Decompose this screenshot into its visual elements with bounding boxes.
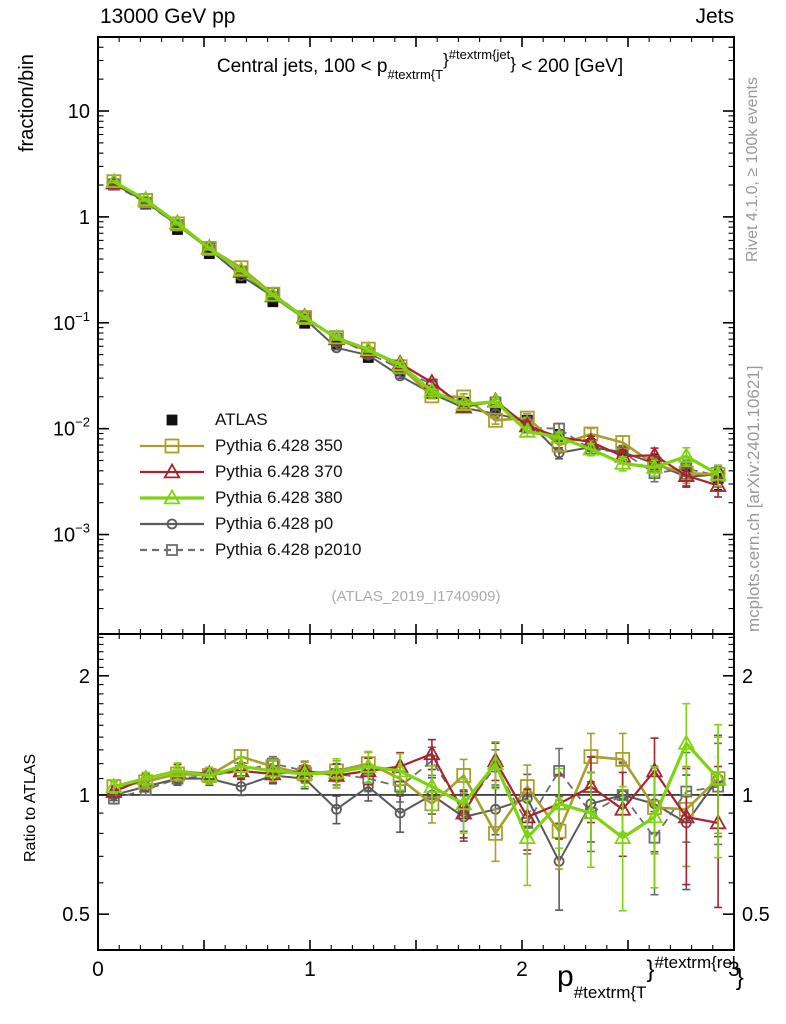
x-tick-label: 0 xyxy=(92,958,104,981)
legend-item-pythia-6-428-p2010: Pythia 6.428 p2010 xyxy=(139,537,362,563)
top-y-axis-title: fraction/bin xyxy=(16,54,38,152)
panel-title: Central jets, 100 < p#textrm{T}#textrm{j… xyxy=(216,47,624,82)
legend-item-label: Pythia 6.428 380 xyxy=(215,488,343,507)
top-y-tick-label: 10 xyxy=(68,101,90,123)
analysis-group-label: Jets xyxy=(695,5,734,28)
main-panel-series xyxy=(105,172,727,498)
legend-item-label: Pythia 6.428 350 xyxy=(215,436,343,455)
ratio-y-tick-label-left: 0.5 xyxy=(62,904,90,926)
mcplots-arxiv-note: mcplots.cern.ch [arXiv:2401.10621] xyxy=(744,365,763,632)
top-y-tick-label: 1 xyxy=(79,207,90,229)
legend-marker-icon xyxy=(140,438,204,454)
legend-item-label: Pythia 6.428 p0 xyxy=(215,514,334,533)
x-title-sub: #textrm{T xyxy=(573,983,647,1002)
series-pythia-6-428-380 xyxy=(105,702,727,912)
series-pythia-6-428-380 xyxy=(105,172,727,487)
analysis-id-watermark: (ATLAS_2019_I1740909) xyxy=(331,588,501,605)
legend-item-pythia-6-428-370: Pythia 6.428 370 xyxy=(139,459,362,485)
ratio-panel-series xyxy=(98,702,734,912)
x-tick-label: 3 xyxy=(728,958,740,981)
ratio-y-tick-label-right: 0.5 xyxy=(742,904,770,926)
beam-energy-label: 13000 GeV pp xyxy=(100,5,236,28)
x-title-sup: #textrm{rel xyxy=(654,953,736,972)
panel-title-prefix: Central jets, 100 < p xyxy=(216,56,388,77)
x-axis-title: p#textrm{T}#textrm{rel} xyxy=(557,953,744,1002)
axis-ticks xyxy=(97,37,735,950)
series-pythia-6-428-p0 xyxy=(108,734,724,911)
rivet-version-note: Rivet 4.1.0, ≥ 100k events xyxy=(744,77,761,262)
x-title-brace2: } xyxy=(735,964,744,991)
legend-marker-icon xyxy=(140,544,204,556)
ratio-y-tick-label-right: 2 xyxy=(742,666,753,688)
legend-item-label: ATLAS xyxy=(215,410,268,429)
top-y-tick-label: 10−1 xyxy=(53,309,90,335)
legend: ATLAS Pythia 6.428 350 Pythia 6.428 370 Pyt… xyxy=(139,407,362,563)
panel-title-suffix: < 200 [GeV] xyxy=(515,56,624,77)
ratio-y-tick-label-right: 1 xyxy=(742,785,753,807)
axis-tick-labels: 10 1 10−1 10−2 10−3 2 2 1 1 0.5 0.5 0 1 2 3 xyxy=(53,101,770,981)
ratio-y-axis-title: Ratio to ATLAS xyxy=(22,753,39,862)
panel-title-sub: #textrm{T xyxy=(387,67,444,82)
panel-title-brace1: } xyxy=(443,50,449,69)
series-pythia-6-428-p2010 xyxy=(108,742,724,896)
legend-item-atlas: ATLAS xyxy=(139,407,362,433)
panel-title-sup: #textrm{jet xyxy=(448,47,511,62)
panel-title-brace2: } xyxy=(510,54,516,73)
x-title-brace1: } xyxy=(646,956,655,983)
legend-item-pythia-6-428-380: Pythia 6.428 380 xyxy=(139,485,362,511)
top-y-tick-label: 10−3 xyxy=(53,521,90,547)
legend-marker-icon xyxy=(166,414,178,426)
legend-marker-icon xyxy=(140,488,204,505)
top-y-tick-label: 10−2 xyxy=(53,415,90,441)
legend-item-label: Pythia 6.428 370 xyxy=(215,462,343,481)
series-pythia-6-428-350 xyxy=(106,732,726,870)
legend-item-label: Pythia 6.428 p2010 xyxy=(215,540,362,559)
ratio-y-tick-label-left: 2 xyxy=(79,666,90,688)
legend-item-pythia-6-428-p0: Pythia 6.428 p0 xyxy=(139,511,362,537)
x-tick-label: 2 xyxy=(516,958,528,981)
ratio-y-tick-label-left: 1 xyxy=(79,785,90,807)
x-tick-label: 1 xyxy=(304,958,316,981)
legend-item-pythia-6-428-350: Pythia 6.428 350 xyxy=(139,433,362,459)
legend-marker-icon xyxy=(140,462,204,479)
x-title-main: p xyxy=(557,960,574,993)
legend-marker-icon xyxy=(140,518,204,530)
series-pythia-6-428-370 xyxy=(105,737,727,909)
